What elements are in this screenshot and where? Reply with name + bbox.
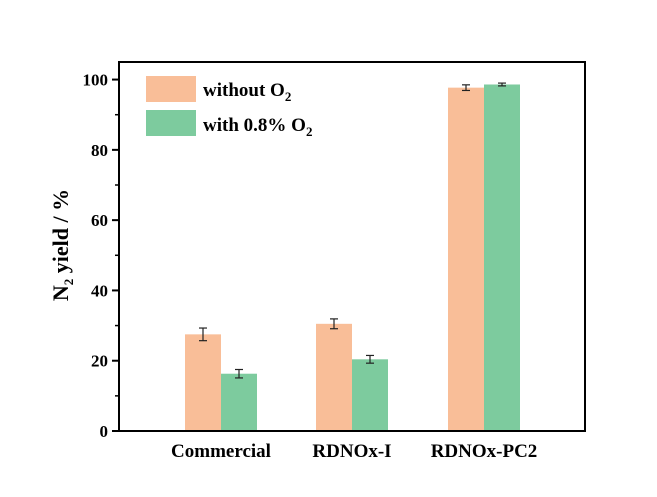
legend-label-without-o2: without O2 xyxy=(203,80,291,104)
error-bars-layer xyxy=(199,82,506,379)
y-tick-label-80: 80 xyxy=(91,141,108,160)
y-axis-title: N2 yield / % xyxy=(48,189,76,301)
y-tick-label-20: 20 xyxy=(91,352,108,371)
legend-label-with-o2: with 0.8% O2 xyxy=(203,115,312,139)
y-tick-label-40: 40 xyxy=(91,281,108,300)
y-axis-ticks: 0 20 40 60 80 100 xyxy=(83,71,119,441)
legend-swatch-with-o2 xyxy=(146,110,196,136)
legend: without O2 with 0.8% O2 xyxy=(146,76,312,139)
bar-commercial-series-0 xyxy=(185,334,221,431)
bars-layer xyxy=(185,84,520,432)
y-axis-title-sub: 2 xyxy=(61,279,76,286)
y-tick-label-0: 0 xyxy=(100,422,109,441)
bar-rdnox-i-series-0 xyxy=(316,323,352,431)
y-tick-label-100: 100 xyxy=(83,71,109,90)
x-category-label-rdnox-pc2: RDNOx-PC2 xyxy=(431,441,538,462)
x-axis-category-labels: Commercial RDNOx-I RDNOx-PC2 xyxy=(171,441,537,462)
bar-commercial-series-1 xyxy=(221,373,257,431)
plot-frame xyxy=(118,61,586,432)
y-axis-title-rest: yield / % xyxy=(48,189,73,279)
y-axis-title-main: N xyxy=(48,285,73,301)
bar-rdnox-i-series-1 xyxy=(352,359,388,431)
legend-swatch-without-o2 xyxy=(146,76,196,102)
bar-rdnox-pc2-series-1 xyxy=(484,84,520,432)
x-category-label-commercial: Commercial xyxy=(171,441,271,462)
x-category-label-rdnox-i: RDNOx-I xyxy=(312,441,391,462)
y-tick-label-60: 60 xyxy=(91,211,108,230)
bar-rdnox-pc2-series-0 xyxy=(448,87,484,431)
